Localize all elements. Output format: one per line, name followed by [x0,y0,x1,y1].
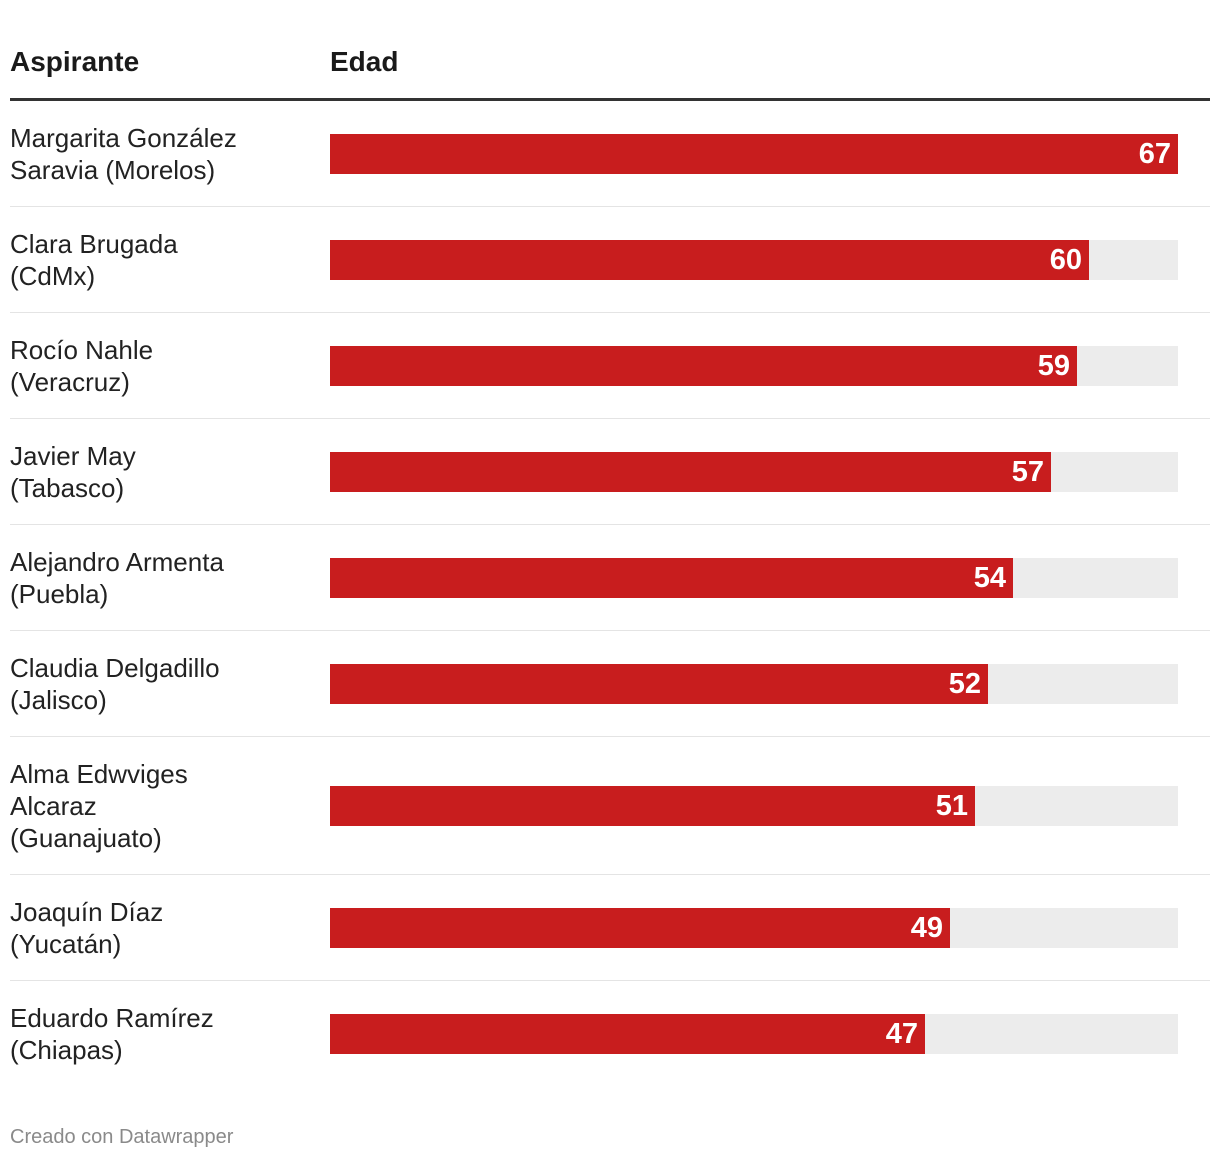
row-label: Eduardo Ramírez (Chiapas) [10,1002,310,1066]
bar-track: 54 [330,558,1178,598]
bar-track: 59 [330,346,1178,386]
bar-track: 67 [330,134,1178,174]
bar-track: 47 [330,1014,1178,1054]
table-row: Joaquín Díaz (Yucatán) 49 [10,875,1210,981]
row-label: Rocío Nahle (Veracruz) [10,334,310,398]
bar-value-label: 57 [1012,452,1044,492]
row-label: Margarita González Saravia (Morelos) [10,122,310,186]
bar-value-label: 67 [1139,134,1171,174]
bar: 54 [330,558,1013,598]
row-label: Claudia Delgadillo (Jalisco) [10,652,310,716]
table-row: Rocío Nahle (Veracruz) 59 [10,313,1210,419]
footer-credit[interactable]: Creado con Datawrapper [10,1126,233,1149]
table-row: Claudia Delgadillo (Jalisco) 52 [10,631,1210,737]
table-row: Alma Edwviges Alcaraz (Guanajuato) 51 [10,737,1210,875]
row-label: Joaquín Díaz (Yucatán) [10,896,310,960]
bar-track: 57 [330,452,1178,492]
table-row: Clara Brugada (CdMx) 60 [10,207,1210,313]
bar: 51 [330,786,975,826]
table-row: Javier May (Tabasco) 57 [10,419,1210,525]
bar: 67 [330,134,1178,174]
column-header-aspirante: Aspirante [10,46,139,78]
bar-value-label: 51 [936,786,968,826]
bar-track: 52 [330,664,1178,704]
bar-value-label: 49 [911,908,943,948]
bar: 52 [330,664,988,704]
bar-table: Aspirante Edad Margarita González Saravi… [10,0,1210,1087]
bar: 47 [330,1014,925,1054]
row-label: Alejandro Armenta (Puebla) [10,546,310,610]
column-header-edad: Edad [330,46,398,78]
bar-value-label: 54 [974,558,1006,598]
bar: 49 [330,908,950,948]
bar-value-label: 47 [886,1014,918,1054]
table-row: Alejandro Armenta (Puebla) 54 [10,525,1210,631]
bar-value-label: 59 [1038,346,1070,386]
bar: 60 [330,240,1089,280]
table-header: Aspirante Edad [10,0,1210,101]
table-row: Margarita González Saravia (Morelos) 67 [10,101,1210,207]
bar-value-label: 60 [1050,240,1082,280]
row-label: Alma Edwviges Alcaraz (Guanajuato) [10,758,310,854]
table-row: Eduardo Ramírez (Chiapas) 47 [10,981,1210,1087]
row-label: Javier May (Tabasco) [10,440,310,504]
table-body: Margarita González Saravia (Morelos) 67 Cl… [10,101,1210,1087]
bar-track: 49 [330,908,1178,948]
bar-track: 60 [330,240,1178,280]
bar: 57 [330,452,1051,492]
bar: 59 [330,346,1077,386]
bar-track: 51 [330,786,1178,826]
row-label: Clara Brugada (CdMx) [10,228,310,292]
bar-value-label: 52 [949,664,981,704]
